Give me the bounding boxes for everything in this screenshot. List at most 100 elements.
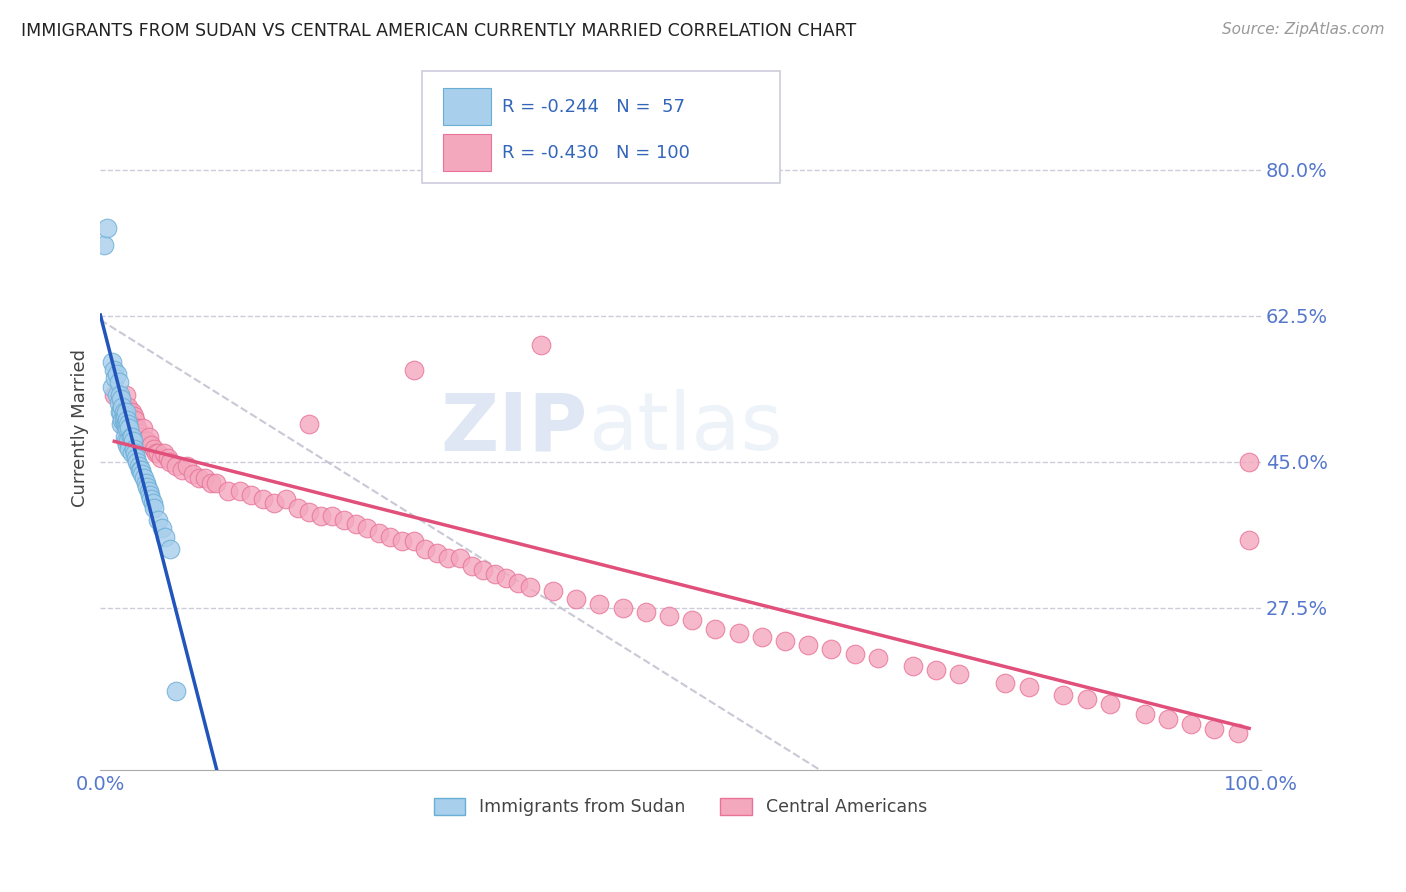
Point bbox=[1098, 697, 1121, 711]
Point bbox=[205, 475, 228, 490]
Point bbox=[142, 442, 165, 457]
Point bbox=[128, 425, 150, 440]
Point bbox=[402, 363, 425, 377]
Point bbox=[121, 446, 143, 460]
Text: IMMIGRANTS FROM SUDAN VS CENTRAL AMERICAN CURRENTLY MARRIED CORRELATION CHART: IMMIGRANTS FROM SUDAN VS CENTRAL AMERICA… bbox=[21, 22, 856, 40]
Point bbox=[108, 396, 131, 410]
Point bbox=[127, 455, 149, 469]
Point bbox=[135, 475, 157, 490]
Point bbox=[449, 550, 471, 565]
Point bbox=[105, 388, 128, 402]
Point bbox=[134, 471, 156, 485]
Point bbox=[115, 388, 138, 402]
Point bbox=[155, 530, 177, 544]
Point bbox=[122, 442, 145, 457]
Point bbox=[129, 430, 152, 444]
Point bbox=[773, 634, 796, 648]
Point bbox=[820, 642, 842, 657]
Point bbox=[519, 580, 541, 594]
Point bbox=[112, 413, 135, 427]
Point bbox=[541, 584, 564, 599]
Point bbox=[1052, 688, 1074, 702]
Point bbox=[132, 421, 155, 435]
Point bbox=[413, 542, 436, 557]
Point bbox=[287, 500, 309, 515]
Point bbox=[148, 513, 170, 527]
Point bbox=[356, 521, 378, 535]
Point bbox=[121, 405, 143, 419]
Point bbox=[460, 559, 482, 574]
Point bbox=[704, 622, 727, 636]
Point bbox=[111, 401, 134, 415]
Point bbox=[121, 434, 143, 448]
Point bbox=[108, 376, 131, 390]
Point bbox=[105, 367, 128, 381]
Text: ZIP: ZIP bbox=[440, 389, 588, 467]
Point bbox=[115, 413, 138, 427]
Point bbox=[994, 675, 1017, 690]
Point bbox=[159, 455, 181, 469]
Point bbox=[120, 430, 142, 444]
Point bbox=[612, 600, 634, 615]
Point bbox=[103, 388, 125, 402]
Text: R = -0.244   N =  57: R = -0.244 N = 57 bbox=[502, 97, 685, 116]
Point bbox=[426, 546, 449, 560]
Point bbox=[138, 483, 160, 498]
Point bbox=[506, 575, 529, 590]
Point bbox=[111, 413, 134, 427]
Point bbox=[727, 625, 749, 640]
Point bbox=[165, 684, 187, 698]
Point bbox=[1237, 533, 1260, 548]
Point bbox=[122, 409, 145, 423]
Point bbox=[1180, 716, 1202, 731]
Point bbox=[110, 417, 132, 432]
Point bbox=[115, 421, 138, 435]
Text: atlas: atlas bbox=[588, 389, 782, 467]
Point bbox=[115, 405, 138, 419]
Point bbox=[402, 533, 425, 548]
Point bbox=[1237, 455, 1260, 469]
Point bbox=[135, 480, 157, 494]
Point bbox=[391, 533, 413, 548]
Point bbox=[114, 409, 136, 423]
Point bbox=[948, 667, 970, 681]
Point bbox=[124, 446, 146, 460]
Point bbox=[127, 421, 149, 435]
Point bbox=[367, 525, 389, 540]
Point bbox=[148, 446, 170, 460]
Point bbox=[121, 413, 143, 427]
Point bbox=[1157, 712, 1180, 726]
Point bbox=[472, 563, 495, 577]
Point bbox=[437, 550, 460, 565]
Point bbox=[176, 458, 198, 473]
Point bbox=[108, 388, 131, 402]
Y-axis label: Currently Married: Currently Married bbox=[72, 350, 89, 508]
Point bbox=[634, 605, 657, 619]
Point bbox=[110, 405, 132, 419]
Point bbox=[181, 467, 204, 482]
Point bbox=[110, 396, 132, 410]
Point bbox=[344, 517, 367, 532]
Point bbox=[129, 463, 152, 477]
Point bbox=[96, 221, 118, 235]
Point bbox=[128, 458, 150, 473]
Point bbox=[252, 492, 274, 507]
Text: R = -0.430   N = 100: R = -0.430 N = 100 bbox=[502, 144, 690, 161]
Point bbox=[124, 413, 146, 427]
Point bbox=[115, 434, 138, 448]
Point bbox=[112, 413, 135, 427]
Point bbox=[93, 237, 115, 252]
Point bbox=[145, 446, 167, 460]
Point bbox=[117, 401, 139, 415]
Point bbox=[228, 483, 250, 498]
Point bbox=[321, 508, 343, 523]
Point bbox=[217, 483, 239, 498]
Point bbox=[565, 592, 588, 607]
Point bbox=[131, 434, 153, 448]
Legend: Immigrants from Sudan, Central Americans: Immigrants from Sudan, Central Americans bbox=[427, 790, 934, 823]
Point bbox=[298, 505, 321, 519]
Point bbox=[142, 500, 165, 515]
Point bbox=[117, 417, 139, 432]
Point bbox=[751, 630, 773, 644]
Point bbox=[495, 572, 517, 586]
